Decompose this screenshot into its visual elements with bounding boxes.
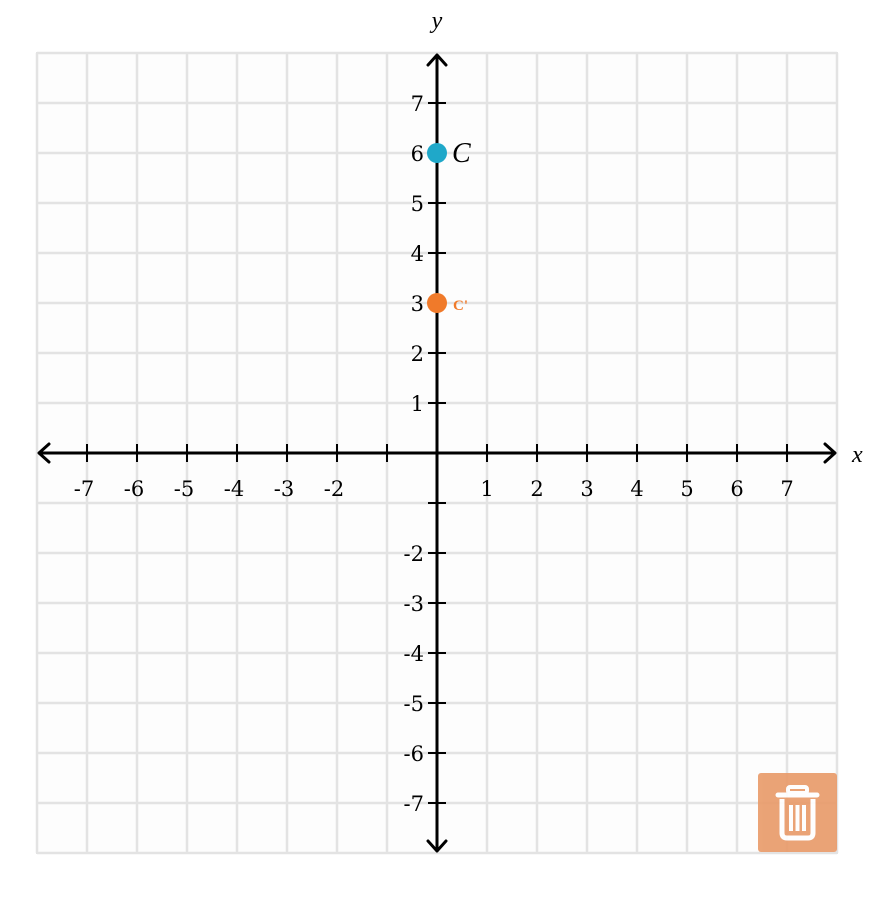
y-tick-label: -2 [404,542,424,566]
y-tick-label: 4 [411,242,424,266]
y-axis-arrow-down [426,839,448,853]
x-tick-label: 2 [530,477,543,501]
x-tick-label: 3 [580,477,593,501]
y-tick-label: 2 [411,342,424,366]
x-tick-label: -6 [124,477,144,501]
y-axis-arrow-up [426,53,448,67]
y-tick-label: -3 [404,592,424,616]
x-tick-label: 5 [680,477,693,501]
delete-button[interactable] [758,773,837,852]
point-label: C [452,138,471,169]
x-tick-label: 1 [480,477,493,501]
x-tick-label: 4 [630,477,643,501]
y-tick-label: -7 [404,792,424,816]
y-axis-label: y [430,8,443,34]
x-axis-arrow-left [37,442,51,464]
x-tick-label: -2 [324,477,344,501]
x-axis-label: x [851,442,863,468]
y-tick-label: 1 [411,392,424,416]
x-tick-label: -7 [74,477,94,501]
y-tick-label: 7 [411,92,424,116]
trash-icon [775,785,820,841]
x-tick-label: 7 [780,477,793,501]
x-axis-arrow-right [823,442,837,464]
x-tick-label: -3 [274,477,294,501]
y-tick-label: 3 [411,292,424,316]
point-label: C' [453,298,468,314]
y-tick-label: -5 [404,692,424,716]
x-tick-label: 6 [730,477,743,501]
x-tick-label: -4 [224,477,244,501]
point-C[interactable] [427,143,447,163]
x-tick-label: -5 [174,477,194,501]
y-tick-label: -6 [404,742,424,766]
y-tick-label: -4 [404,642,424,666]
point-C-prime[interactable] [427,293,447,313]
y-tick-label: 6 [411,142,424,166]
y-tick-label: 5 [411,192,424,216]
